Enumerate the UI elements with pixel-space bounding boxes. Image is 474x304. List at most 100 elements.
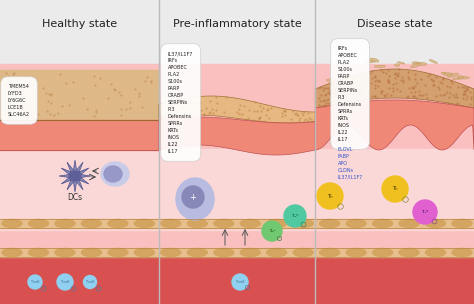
Ellipse shape	[55, 248, 75, 257]
Ellipse shape	[399, 219, 419, 227]
Bar	[0, 257, 474, 304]
Ellipse shape	[346, 219, 366, 227]
Ellipse shape	[101, 162, 129, 186]
Ellipse shape	[161, 248, 181, 257]
Ellipse shape	[108, 219, 128, 227]
Ellipse shape	[293, 219, 313, 227]
Ellipse shape	[134, 248, 155, 257]
Polygon shape	[159, 96, 315, 123]
Ellipse shape	[452, 219, 472, 227]
Ellipse shape	[356, 68, 361, 71]
Text: Tᵣₑᵍ: Tᵣₑᵍ	[421, 210, 428, 214]
Circle shape	[284, 205, 306, 227]
Circle shape	[317, 183, 343, 209]
Ellipse shape	[108, 248, 128, 257]
Circle shape	[413, 200, 437, 224]
Ellipse shape	[240, 248, 260, 257]
Ellipse shape	[373, 219, 392, 227]
Ellipse shape	[82, 219, 101, 227]
Ellipse shape	[293, 248, 313, 257]
Ellipse shape	[452, 78, 461, 80]
Ellipse shape	[214, 219, 234, 227]
Circle shape	[382, 176, 408, 202]
Ellipse shape	[267, 219, 287, 227]
Ellipse shape	[338, 75, 344, 78]
Ellipse shape	[267, 248, 287, 257]
Polygon shape	[315, 100, 474, 150]
Ellipse shape	[426, 219, 446, 227]
Ellipse shape	[444, 73, 452, 76]
Text: TMEM54
LYFD3
LY6G6C
LCE1B
SLC46A2: TMEM54 LYFD3 LY6G6C LCE1B SLC46A2	[8, 84, 30, 117]
Text: Tᵣₑᵍ: Tᵣₑᵍ	[269, 229, 275, 233]
Ellipse shape	[373, 248, 392, 257]
Ellipse shape	[182, 186, 204, 208]
Ellipse shape	[104, 166, 122, 182]
Ellipse shape	[344, 69, 351, 72]
Ellipse shape	[176, 178, 214, 220]
Ellipse shape	[452, 248, 472, 257]
Ellipse shape	[161, 219, 181, 227]
Ellipse shape	[187, 248, 207, 257]
Ellipse shape	[240, 219, 260, 227]
Ellipse shape	[82, 248, 101, 257]
Ellipse shape	[446, 73, 452, 76]
Text: +: +	[190, 192, 196, 202]
Text: T cell: T cell	[235, 280, 245, 284]
Bar	[0, 64, 474, 260]
Ellipse shape	[319, 219, 340, 227]
Ellipse shape	[365, 60, 376, 63]
Text: Disease state: Disease state	[357, 19, 432, 29]
Text: Tᵣₑᵍ: Tᵣₑᵍ	[292, 214, 299, 218]
Ellipse shape	[28, 219, 48, 227]
Ellipse shape	[2, 248, 22, 257]
Text: Tₕ: Tₕ	[327, 194, 333, 199]
Ellipse shape	[457, 76, 464, 79]
Text: T cell: T cell	[60, 280, 70, 284]
Ellipse shape	[447, 73, 458, 78]
Ellipse shape	[399, 248, 419, 257]
Ellipse shape	[214, 248, 234, 257]
Text: Pre-inflammatory state: Pre-inflammatory state	[173, 19, 301, 29]
Ellipse shape	[326, 79, 335, 81]
Ellipse shape	[69, 171, 81, 181]
Ellipse shape	[426, 248, 446, 257]
Bar	[0, 70, 159, 120]
Text: IL37/IL1F7
IRFs
APOBEC
PLA2
S100s
PARP
CRABP
SERPINs
PI3
Defensins
SPRRs
KRTs
iN: IL37/IL1F7 IRFs APOBEC PLA2 S100s PARP C…	[168, 51, 193, 154]
Ellipse shape	[370, 58, 379, 62]
Circle shape	[232, 274, 248, 290]
Ellipse shape	[441, 72, 447, 74]
Circle shape	[83, 275, 97, 288]
Text: ELOVL
FABP
APO
CLDNs
IL37/IL1F7: ELOVL FABP APO CLDNs IL37/IL1F7	[338, 147, 364, 180]
Ellipse shape	[2, 219, 22, 227]
Text: T cell: T cell	[85, 280, 95, 284]
Ellipse shape	[410, 63, 420, 68]
Circle shape	[262, 221, 282, 241]
Bar	[0, 149, 474, 230]
Text: Tₕ: Tₕ	[392, 186, 398, 192]
Ellipse shape	[55, 219, 75, 227]
Text: T cell: T cell	[30, 280, 40, 284]
Circle shape	[57, 274, 73, 290]
Ellipse shape	[28, 248, 48, 257]
Ellipse shape	[458, 77, 470, 79]
Ellipse shape	[412, 62, 420, 64]
Ellipse shape	[429, 60, 438, 64]
Polygon shape	[59, 160, 91, 192]
Ellipse shape	[319, 248, 340, 257]
Polygon shape	[159, 117, 315, 155]
Bar	[0, 219, 474, 228]
Ellipse shape	[394, 64, 400, 67]
Ellipse shape	[346, 248, 366, 257]
Bar	[0, 120, 159, 150]
Bar	[0, 248, 474, 257]
Text: DCs: DCs	[67, 194, 82, 202]
Text: IRFs
APOBEC
PLA2
S100s
PARP
CRABP
SERPINs
PI3
Defensins
SPRRs
KRTs
iNOS
IL22
IL1: IRFs APOBEC PLA2 S100s PARP CRABP SERPIN…	[338, 46, 362, 142]
Ellipse shape	[134, 219, 155, 227]
Ellipse shape	[374, 65, 386, 68]
Ellipse shape	[417, 62, 427, 65]
Polygon shape	[315, 69, 474, 108]
Ellipse shape	[187, 219, 207, 227]
Text: Healthy state: Healthy state	[42, 19, 117, 29]
Circle shape	[28, 275, 42, 289]
Ellipse shape	[397, 62, 405, 64]
